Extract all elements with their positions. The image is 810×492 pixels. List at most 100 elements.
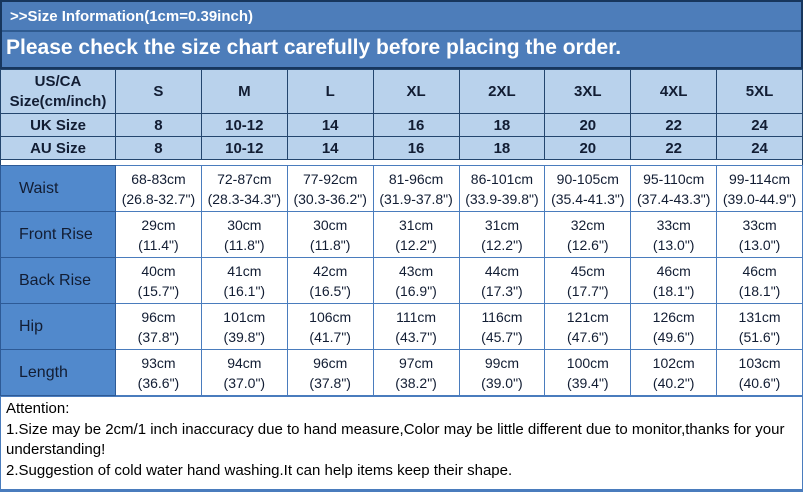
measurement-row-back-rise: Back Rise 40cm (15.7") 41cm (16.1") 42cm (16.5… (0, 257, 803, 304)
measurement-cell: 94cm (37.0") (200, 349, 288, 396)
measurement-inch: (40.6") (738, 374, 781, 391)
column-header-l: L (286, 69, 374, 114)
measurement-inch: (16.5") (309, 282, 351, 299)
row-label: AU Size (0, 136, 116, 160)
row-label: Waist (0, 165, 116, 212)
measurement-inch: (16.9") (395, 282, 437, 299)
size-cell: 16 (372, 136, 460, 160)
size-cell: 18 (458, 113, 546, 137)
measurement-inch: (43.7") (395, 328, 437, 345)
measurement-cm: 30cm (313, 216, 348, 233)
measurement-cm: 126cm (652, 308, 695, 325)
measurement-inch: (39.8") (223, 328, 266, 345)
measurement-cell: 95-110cm (37.4-43.3") (630, 165, 718, 212)
measurement-inch: (35.4-41.3") (551, 190, 625, 207)
measurement-cell: 33cm (13.0") (716, 211, 803, 258)
measurement-cm: 99-114cm (728, 170, 791, 187)
measurement-inch: (13.0") (652, 236, 695, 253)
measurement-inch: (16.1") (223, 282, 266, 299)
column-header-s: S (115, 69, 202, 114)
corner-header-line2: Size(cm/inch) (9, 92, 107, 110)
measurement-inch: (36.6") (137, 374, 180, 391)
measurement-cm: 44cm (484, 262, 520, 279)
measurement-cm: 97cm (398, 354, 434, 371)
measurement-inch: (39.4") (567, 374, 609, 391)
measurement-cell: 30cm (11.8") (200, 211, 288, 258)
size-cell: 14 (286, 113, 374, 137)
measurement-cell: 116cm (45.7") (458, 303, 546, 350)
size-chart-table: US/CA Size(cm/inch) S M L XL 2XL 3XL 4XL 5XL UK Si… (0, 69, 803, 396)
measurement-row-hip: Hip 96cm (37.8") 101cm (39.8") 106cm (41.7") 11… (0, 303, 803, 350)
size-cell: 18 (458, 136, 546, 160)
size-cell: 22 (630, 136, 718, 160)
size-row-uk-size: UK Size 8 10-12 14 16 18 20 22 24 (0, 113, 803, 137)
measurement-cell: 131cm (51.6") (716, 303, 803, 350)
measurement-inch: (15.7") (137, 282, 180, 299)
measurement-cell: 43cm (16.9") (372, 257, 460, 304)
size-cell: 20 (544, 136, 632, 160)
corner-header-line1: US/CA (34, 72, 82, 90)
measurement-cell: 97cm (38.2") (372, 349, 460, 396)
measurement-inch: (37.8") (137, 328, 180, 345)
measurement-cm: 94cm (227, 354, 262, 371)
measurement-cm: 93cm (141, 354, 176, 371)
measurement-cell: 106cm (41.7") (286, 303, 374, 350)
size-cell: 24 (716, 113, 803, 137)
measurement-cell: 96cm (37.8") (115, 303, 202, 350)
measurement-cm: 40cm (141, 262, 176, 279)
size-info-banner: >>Size Information(1cm=0.39inch) Please … (0, 0, 803, 69)
measurement-inch: (37.8") (309, 374, 351, 391)
measurement-inch: (18.1") (738, 282, 781, 299)
measurement-inch: (39.0") (481, 374, 523, 391)
measurement-cell: 111cm (43.7") (372, 303, 460, 350)
measurement-inch: (41.7") (309, 328, 351, 345)
row-label: Length (0, 349, 116, 396)
measurement-cm: 86-101cm (470, 170, 534, 187)
measurement-inch: (39.0-44.9") (722, 190, 797, 207)
measurement-cell: 121cm (47.6") (544, 303, 632, 350)
measurement-cell: 31cm (12.2") (372, 211, 460, 258)
measurement-cell: 41cm (16.1") (200, 257, 288, 304)
size-cell: 14 (286, 136, 374, 160)
corner-header: US/CA Size(cm/inch) (0, 69, 116, 114)
spacer-cell (0, 159, 803, 166)
size-cell: 22 (630, 113, 718, 137)
measurement-cm: 95-110cm (643, 170, 705, 187)
measurement-cell: 32cm (12.6") (544, 211, 632, 258)
size-row-au-size: AU Size 8 10-12 14 16 18 20 22 24 (0, 136, 803, 160)
measurement-inch: (26.8-32.7") (121, 190, 196, 207)
measurement-cell: 99-114cm (39.0-44.9") (716, 165, 803, 212)
measurement-inch: (31.9-37.8") (379, 190, 453, 207)
measurement-cm: 43cm (398, 262, 434, 279)
row-label: UK Size (0, 113, 116, 137)
measurement-cell: 81-96cm (31.9-37.8") (372, 165, 460, 212)
measurement-cell: 46cm (18.1") (630, 257, 718, 304)
column-header-4xl: 4XL (630, 69, 718, 114)
measurement-cm: 42cm (313, 262, 348, 279)
measurement-cm: 101cm (223, 308, 266, 325)
measurement-cm: 90-105cm (556, 170, 619, 187)
measurement-inch: (11.4") (138, 236, 179, 253)
measurement-cm: 77-92cm (302, 170, 358, 187)
measurement-inch: (13.0") (738, 236, 781, 253)
measurement-inch: (12.2") (395, 236, 437, 253)
measurement-row-length: Length 93cm (36.6") 94cm (37.0") 96cm (37.8") 9… (0, 349, 803, 396)
size-cell: 24 (716, 136, 803, 160)
measurement-inch: (37.4-43.3") (636, 190, 711, 207)
measurement-cm: 99cm (484, 354, 520, 371)
measurement-row-front-rise: Front Rise 29cm (11.4") 30cm (11.8") 30cm (11.… (0, 211, 803, 258)
size-cell: 10-12 (200, 113, 288, 137)
measurement-cm: 103cm (738, 354, 781, 371)
measurement-inch: (17.3") (481, 282, 523, 299)
measurement-cell: 44cm (17.3") (458, 257, 546, 304)
attention-title: Attention: (6, 400, 70, 417)
size-cell: 20 (544, 113, 632, 137)
measurement-cell: 33cm (13.0") (630, 211, 718, 258)
measurement-cm: 29cm (141, 216, 176, 233)
measurement-cm: 131cm (738, 308, 781, 325)
measurement-inch: (49.6") (652, 328, 695, 345)
measurement-inch: (47.6") (567, 328, 609, 345)
measurement-cell: 46cm (18.1") (716, 257, 803, 304)
size-cell: 16 (372, 113, 460, 137)
attention-note: 1.Size may be 2cm/1 inch inaccuracy due … (6, 420, 785, 459)
